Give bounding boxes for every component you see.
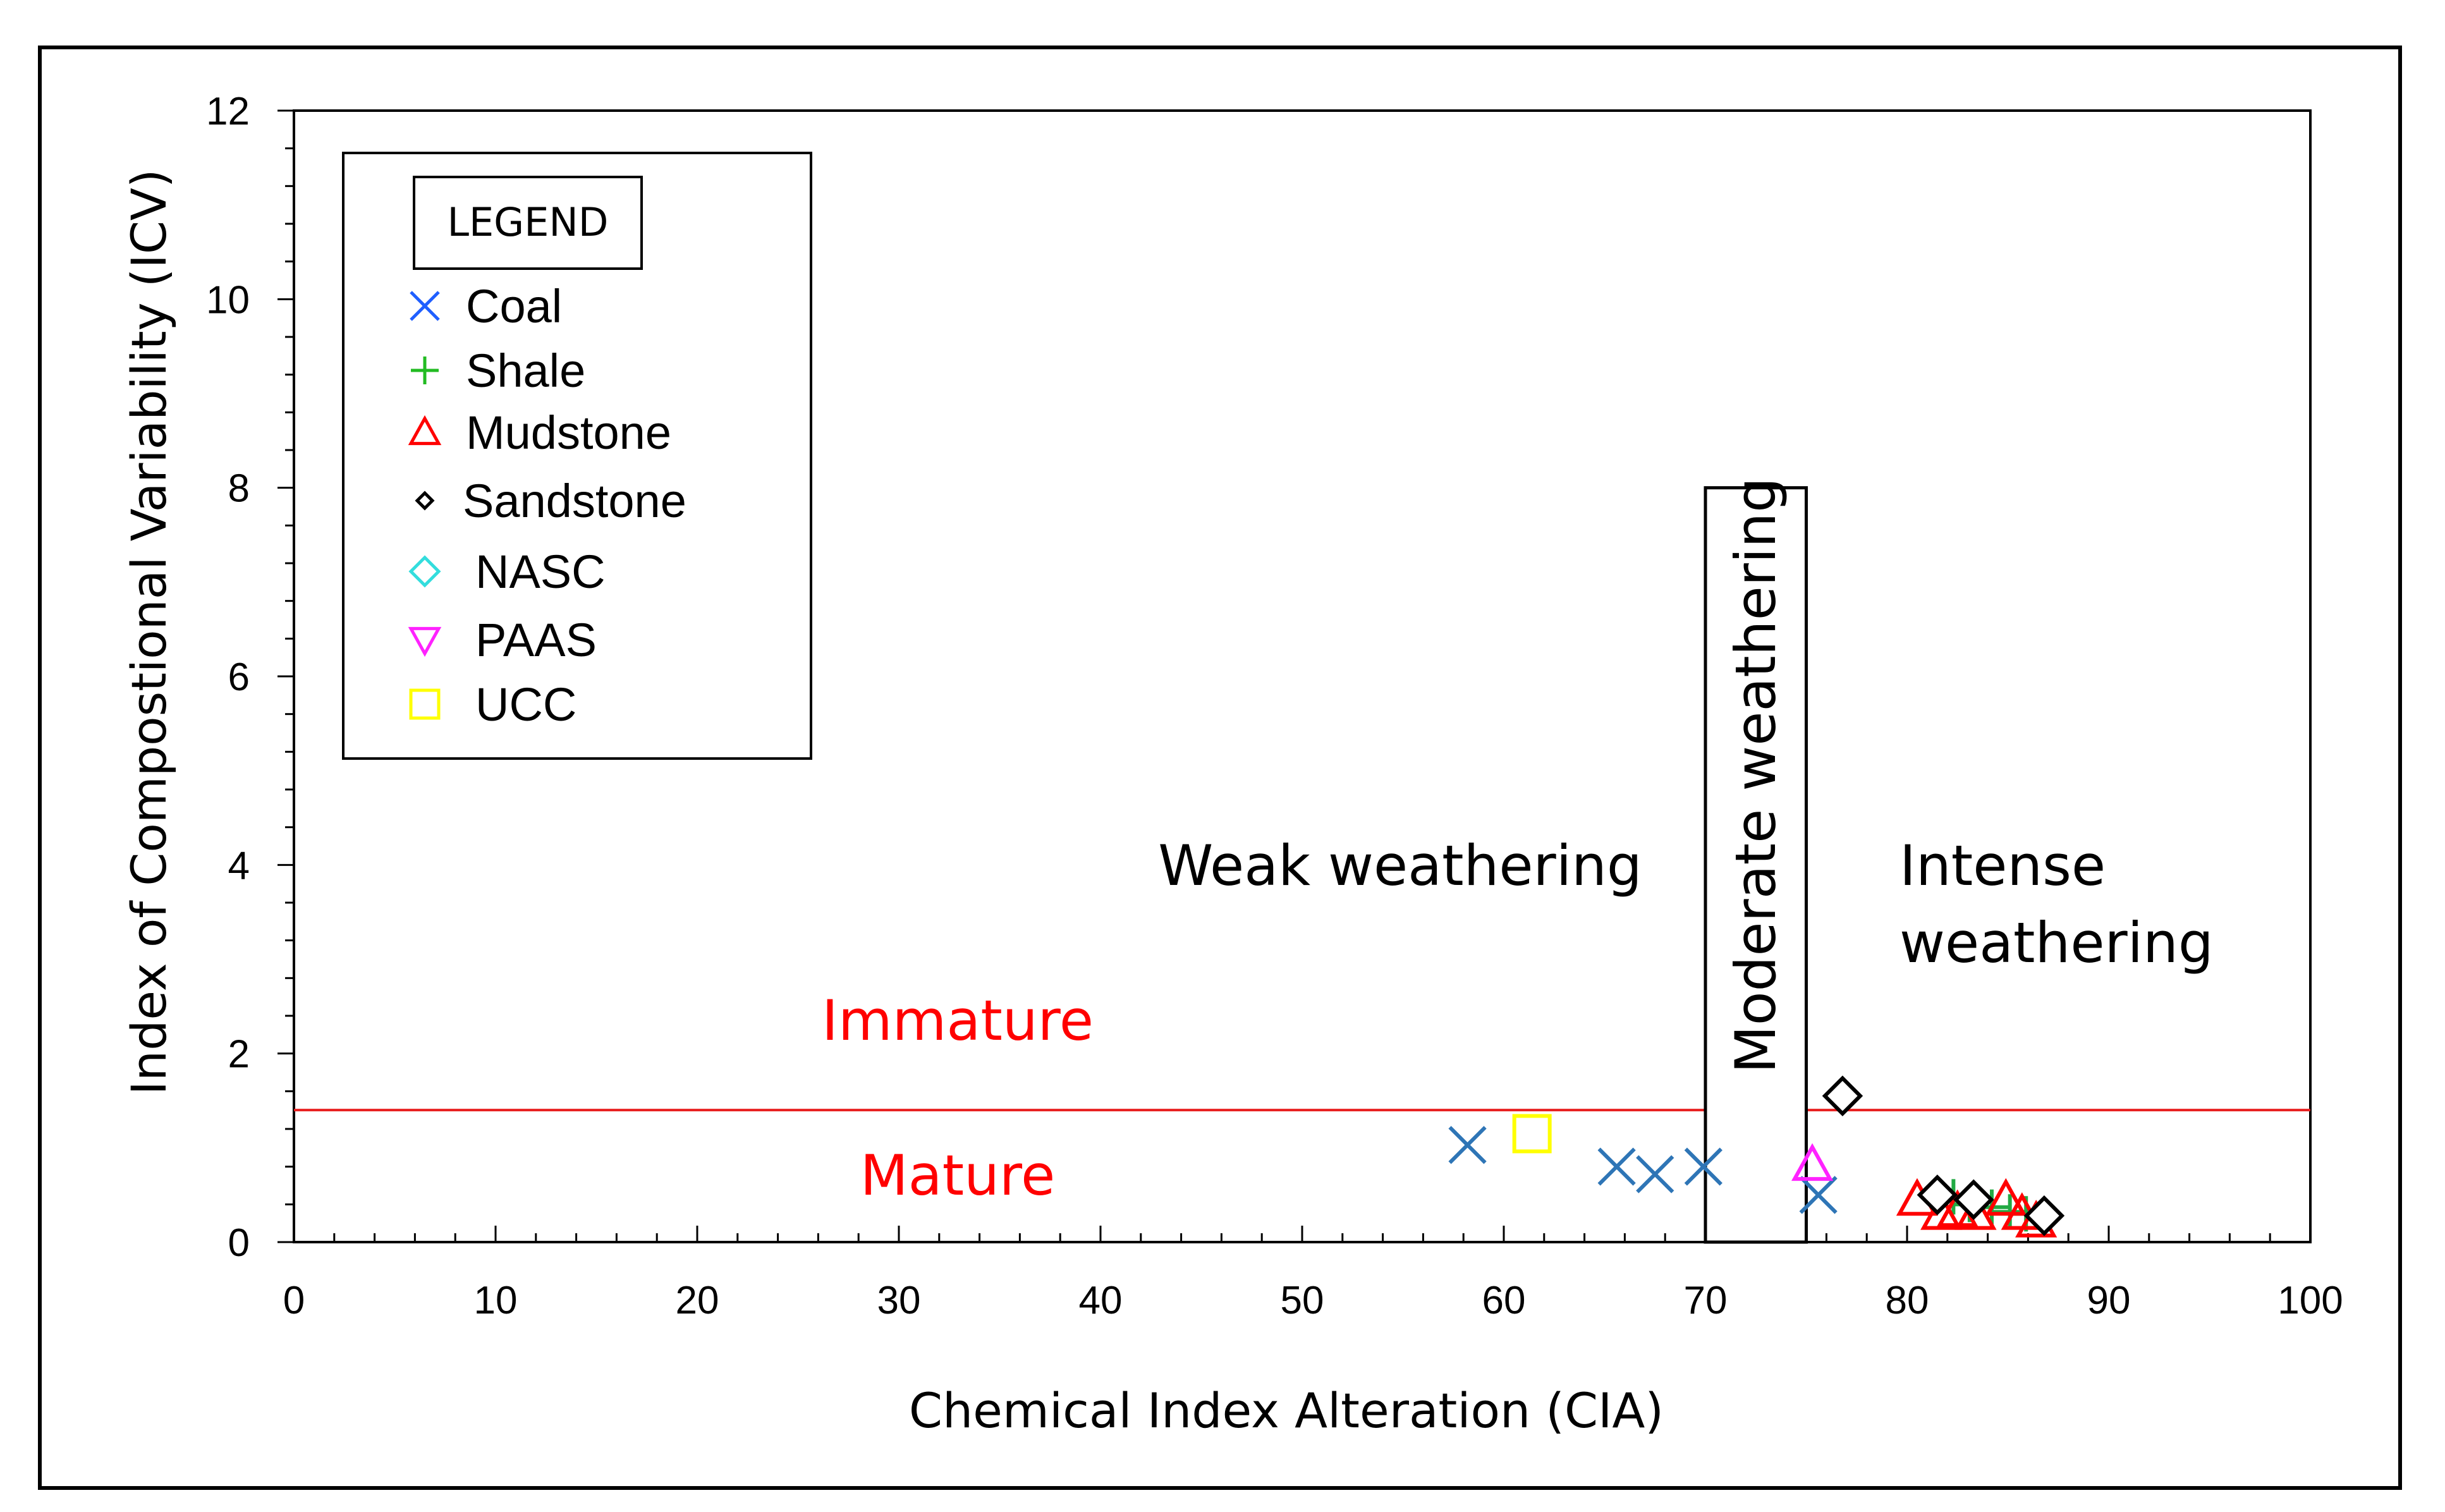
immature-label: Immature bbox=[822, 988, 1094, 1053]
sandstone-point bbox=[1917, 1174, 1958, 1216]
x-axis-title: Chemical Index Alteration (CIA) bbox=[909, 1382, 1664, 1439]
legend-title: LEGEND bbox=[447, 199, 608, 245]
x-tick-label: 80 bbox=[1886, 1279, 1929, 1322]
legend-label-sandstone: Sandstone bbox=[463, 475, 686, 527]
intense-weathering-label-line2: weathering bbox=[1899, 910, 2214, 975]
legend-title-box bbox=[413, 176, 643, 270]
legend-entries: Coal Shale Mudstone Sandstone NASC PAAS UCC bbox=[408, 280, 686, 731]
x-tick-label: 100 bbox=[2277, 1279, 2343, 1322]
legend-label-paas: PAAS bbox=[475, 614, 597, 666]
paas-point bbox=[1791, 1143, 1834, 1181]
legend-marker-nasc bbox=[408, 555, 441, 588]
y-tick-label: 8 bbox=[228, 467, 250, 511]
legend-marker-coal bbox=[410, 291, 440, 321]
sandstone-point bbox=[1953, 1179, 1994, 1221]
data-points bbox=[1448, 1075, 2065, 1238]
sandstone-point bbox=[1822, 1075, 1863, 1117]
legend-marker-ucc bbox=[409, 688, 441, 720]
mature-label: Mature bbox=[860, 1143, 1056, 1208]
y-axis-ticks: 0 2 4 6 8 10 12 bbox=[206, 90, 294, 1265]
intense-weathering-label-line1: Intense bbox=[1899, 833, 2106, 898]
x-tick-label: 90 bbox=[2087, 1279, 2131, 1322]
legend-marker-mudstone bbox=[408, 415, 442, 446]
coal-point bbox=[1597, 1147, 1636, 1186]
x-tick-label: 60 bbox=[1482, 1279, 1526, 1322]
y-tick-label: 0 bbox=[228, 1221, 250, 1265]
x-tick-label: 50 bbox=[1281, 1279, 1324, 1322]
coal-point bbox=[1684, 1147, 1722, 1186]
x-tick-label: 10 bbox=[474, 1279, 518, 1322]
x-tick-label: 30 bbox=[877, 1279, 921, 1322]
x-tick-label: 20 bbox=[676, 1279, 719, 1322]
moderate-weathering-label: Moderate weathering bbox=[1723, 477, 1788, 1073]
y-tick-label: 12 bbox=[206, 90, 250, 133]
legend-label-coal: Coal bbox=[466, 280, 562, 332]
legend-marker-paas bbox=[408, 626, 442, 657]
x-tick-label: 40 bbox=[1079, 1279, 1123, 1322]
legend-label-nasc: NASC bbox=[475, 546, 606, 598]
x-tick-label: 70 bbox=[1684, 1279, 1728, 1322]
coal-point bbox=[1636, 1155, 1674, 1193]
figure-frame bbox=[38, 46, 2402, 1490]
mudstone-point bbox=[1920, 1192, 1963, 1230]
legend-label-ucc: UCC bbox=[475, 678, 576, 731]
legend-marker-sandstone bbox=[415, 491, 435, 511]
ucc-point bbox=[1512, 1114, 1552, 1154]
y-axis-title: Index of Compostional Variability (ICV) bbox=[121, 169, 177, 1095]
mudstone-point bbox=[1985, 1178, 2027, 1216]
legend-marker-shale bbox=[411, 357, 439, 384]
weak-weathering-label: Weak weathering bbox=[1158, 833, 1642, 898]
legend-label-mudstone: Mudstone bbox=[466, 406, 671, 459]
x-tick-label: 0 bbox=[283, 1279, 305, 1322]
y-tick-label: 2 bbox=[228, 1033, 250, 1076]
moderate-weathering-box bbox=[1704, 486, 1808, 1244]
x-axis-ticks: 0 10 20 30 40 50 60 70 80 90 100 bbox=[283, 1226, 2343, 1322]
y-tick-label: 10 bbox=[206, 278, 250, 322]
y-tick-label: 6 bbox=[228, 655, 250, 699]
y-tick-label: 4 bbox=[228, 844, 250, 887]
coal-point bbox=[1448, 1126, 1487, 1164]
legend-label-shale: Shale bbox=[466, 344, 585, 397]
sandstone-point bbox=[2023, 1195, 2065, 1236]
coal-point bbox=[1799, 1176, 1838, 1214]
